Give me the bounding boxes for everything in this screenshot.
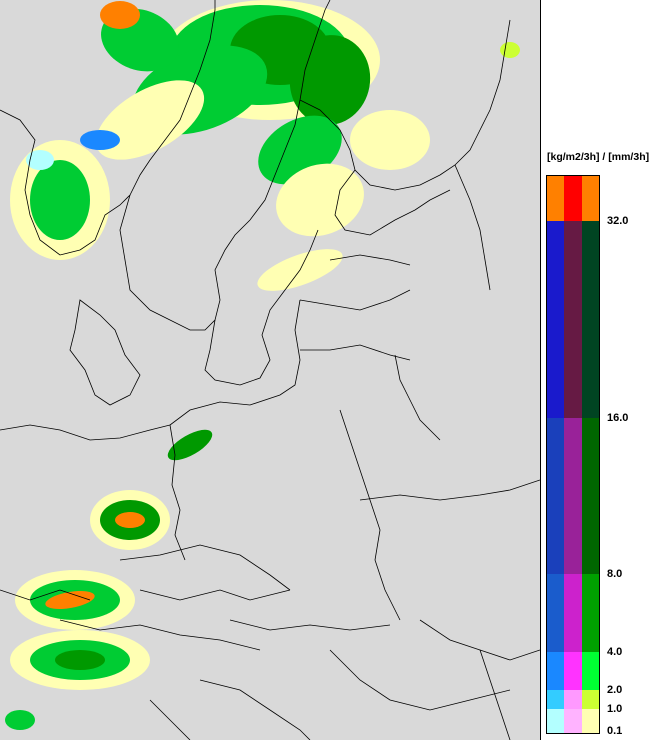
precip-area-snow [80, 130, 120, 150]
precip-area-green [5, 710, 35, 730]
precip-area-green [30, 160, 90, 240]
precip-area-light [95, 80, 205, 160]
precipitation-map [0, 0, 541, 740]
border-moldova [479, 649, 511, 740]
legend-outline [546, 175, 600, 734]
border-romania-ukraine [419, 619, 540, 661]
legend-tick-label: 16.0 [607, 412, 629, 424]
legend-tick-label: 2.0 [607, 684, 623, 696]
legend-tick-label: 4.0 [607, 646, 623, 658]
legend-swatch-80160-snow [546, 418, 564, 574]
legend-swatch-4080-mixed [564, 574, 582, 652]
legend-swatch-1020-snow [546, 690, 564, 709]
border-lithuania-belarus [394, 354, 441, 441]
precip-area-dark_green [55, 650, 105, 670]
border-czech-south [139, 589, 291, 601]
border-latvia-lithuania [300, 344, 411, 361]
legend-panel: [kg/m2/3h] / [mm/3h] 32.0 16.0 8.0 4.0 2.0 1.… [541, 0, 669, 740]
legend-swatch-2040-rain [582, 652, 600, 690]
legend-swatch-320-rain [582, 175, 600, 221]
border-norway-sweden [119, 0, 331, 331]
legend-title: [kg/m2/3h] / [mm/3h] [547, 151, 650, 163]
border-czech [119, 544, 291, 591]
legend-tick-label: 0.1 [607, 725, 623, 737]
legend-color-bar [546, 175, 600, 734]
legend-swatch-320-mixed [564, 175, 582, 221]
legend-swatch-320-snow [546, 175, 564, 221]
precip-area-light [350, 110, 430, 170]
map-canvas [0, 0, 540, 740]
precip-area-moderate [500, 42, 520, 58]
legend-swatch-80160-rain [582, 418, 600, 574]
legend-swatch-80160-mixed [564, 418, 582, 574]
precipitation-fields [5, 0, 520, 730]
legend-swatch-160320-rain [582, 221, 600, 418]
coast-sweden-east [204, 229, 319, 386]
border-slovakia-hungary [229, 619, 391, 631]
border-hungary-romania [329, 649, 511, 711]
legend-swatch-0110-snow [546, 709, 564, 734]
legend-swatch-0110-rain [582, 709, 600, 734]
border-austria [59, 619, 261, 651]
country-borders [0, 0, 540, 740]
legend-tick-label: 32.0 [607, 215, 629, 227]
border-poland-east [339, 409, 401, 621]
precip-area-heavy [100, 1, 140, 29]
precip-area-snow_light [26, 150, 54, 170]
legend-swatch-4080-rain [582, 574, 600, 652]
precip-area-heavy [45, 591, 95, 609]
border-alps [0, 589, 91, 601]
legend-tick-label: 1.0 [607, 703, 623, 715]
legend-swatch-2040-mixed [564, 652, 582, 690]
legend-swatch-160320-mixed [564, 221, 582, 418]
border-finland-russia [454, 164, 491, 291]
coast-baltic-south [169, 299, 301, 426]
precip-area-dark_green [289, 35, 371, 125]
coast-adriatic [149, 699, 191, 740]
legend-swatch-4080-snow [546, 574, 564, 652]
border-germany-poland [169, 424, 186, 561]
legend-swatch-1020-mixed [564, 690, 582, 709]
precip-area-heavy [115, 512, 145, 528]
legend-swatch-2040-snow [546, 652, 564, 690]
precip-area-dark_green [167, 429, 213, 461]
coastline-norway [0, 0, 216, 256]
border-belarus-ukraine [359, 479, 540, 501]
legend-swatch-0110-mixed [564, 709, 582, 734]
legend-swatch-1020-rain [582, 690, 600, 709]
coast-denmark [69, 299, 141, 406]
border-germany-west [0, 424, 171, 441]
border-balkans [199, 679, 311, 740]
border-sweden-finland [299, 19, 511, 191]
legend-tick-label: 8.0 [607, 568, 623, 580]
border-estonia-latvia [299, 289, 411, 311]
coast-estonia [329, 254, 411, 266]
precip-area-light [276, 163, 364, 237]
legend-swatch-160320-snow [546, 221, 564, 418]
coast-finland [334, 169, 451, 236]
